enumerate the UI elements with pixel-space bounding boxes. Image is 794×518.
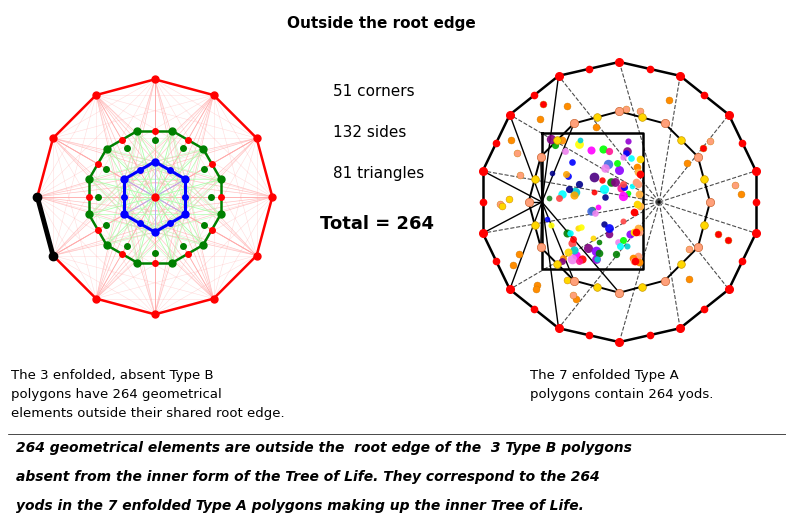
Text: 51 corners: 51 corners <box>333 84 415 99</box>
Text: absent from the inner form of the Tree of Life. They correspond to the 264: absent from the inner form of the Tree o… <box>16 469 599 484</box>
Text: 132 sides: 132 sides <box>333 125 407 140</box>
Text: The 7 enfolded Type A
polygons contain 264 yods.: The 7 enfolded Type A polygons contain 2… <box>530 369 714 401</box>
Text: 264 geometrical elements are outside the  root edge of the  3 Type B polygons: 264 geometrical elements are outside the… <box>16 440 631 454</box>
Text: Outside the root edge: Outside the root edge <box>287 16 476 31</box>
Text: Total = 264: Total = 264 <box>320 215 434 233</box>
Text: 81 triangles: 81 triangles <box>333 166 425 181</box>
Text: yods in the 7 enfolded Type A polygons making up the inner Tree of Life.: yods in the 7 enfolded Type A polygons m… <box>16 499 584 513</box>
Text: The 3 enfolded, absent Type B
polygons have 264 geometrical
elements outside the: The 3 enfolded, absent Type B polygons h… <box>11 369 285 420</box>
